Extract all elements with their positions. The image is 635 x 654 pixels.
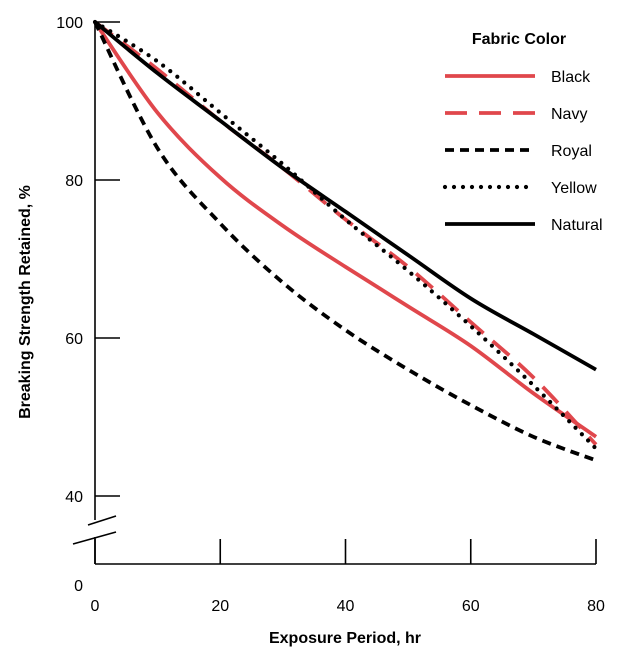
x-tick-label: 40: [337, 598, 355, 615]
y-tick-label: 100: [56, 15, 83, 32]
legend-label-yellow: Yellow: [551, 180, 597, 197]
series-line-natural: [93, 20, 597, 372]
y-tick-label: 80: [65, 173, 83, 190]
axis-break-mark: [87, 515, 117, 526]
y-tick-label: 40: [65, 489, 83, 506]
x-tick-label: 0: [91, 598, 100, 615]
y-tick-label: 60: [65, 331, 83, 348]
x-tick-label: 60: [462, 598, 480, 615]
x-axis-title: Exposure Period, hr: [269, 630, 421, 647]
series-line-royal: [93, 21, 597, 463]
legend: Fabric Color Black Navy Royal Yellow Natural: [442, 31, 603, 234]
plot-area: [92, 19, 599, 463]
y-axis-title: Breaking Strength Retained, %: [17, 185, 34, 419]
legend-label-black: Black: [551, 69, 591, 86]
legend-title: Fabric Color: [472, 31, 566, 48]
legend-label-navy: Navy: [551, 106, 587, 123]
series-line-navy: [93, 20, 598, 446]
series-line-black: [93, 20, 598, 439]
x-tick-label: 20: [211, 598, 229, 615]
legend-label-natural: Natural: [551, 217, 603, 234]
y-tick-label: 0: [74, 578, 83, 595]
x-tick-label: 80: [587, 598, 605, 615]
legend-label-royal: Royal: [551, 143, 592, 160]
axis-break-mark: [72, 531, 117, 545]
axes: 40 60 80 100 00 20 40 60 80: [56, 15, 605, 615]
